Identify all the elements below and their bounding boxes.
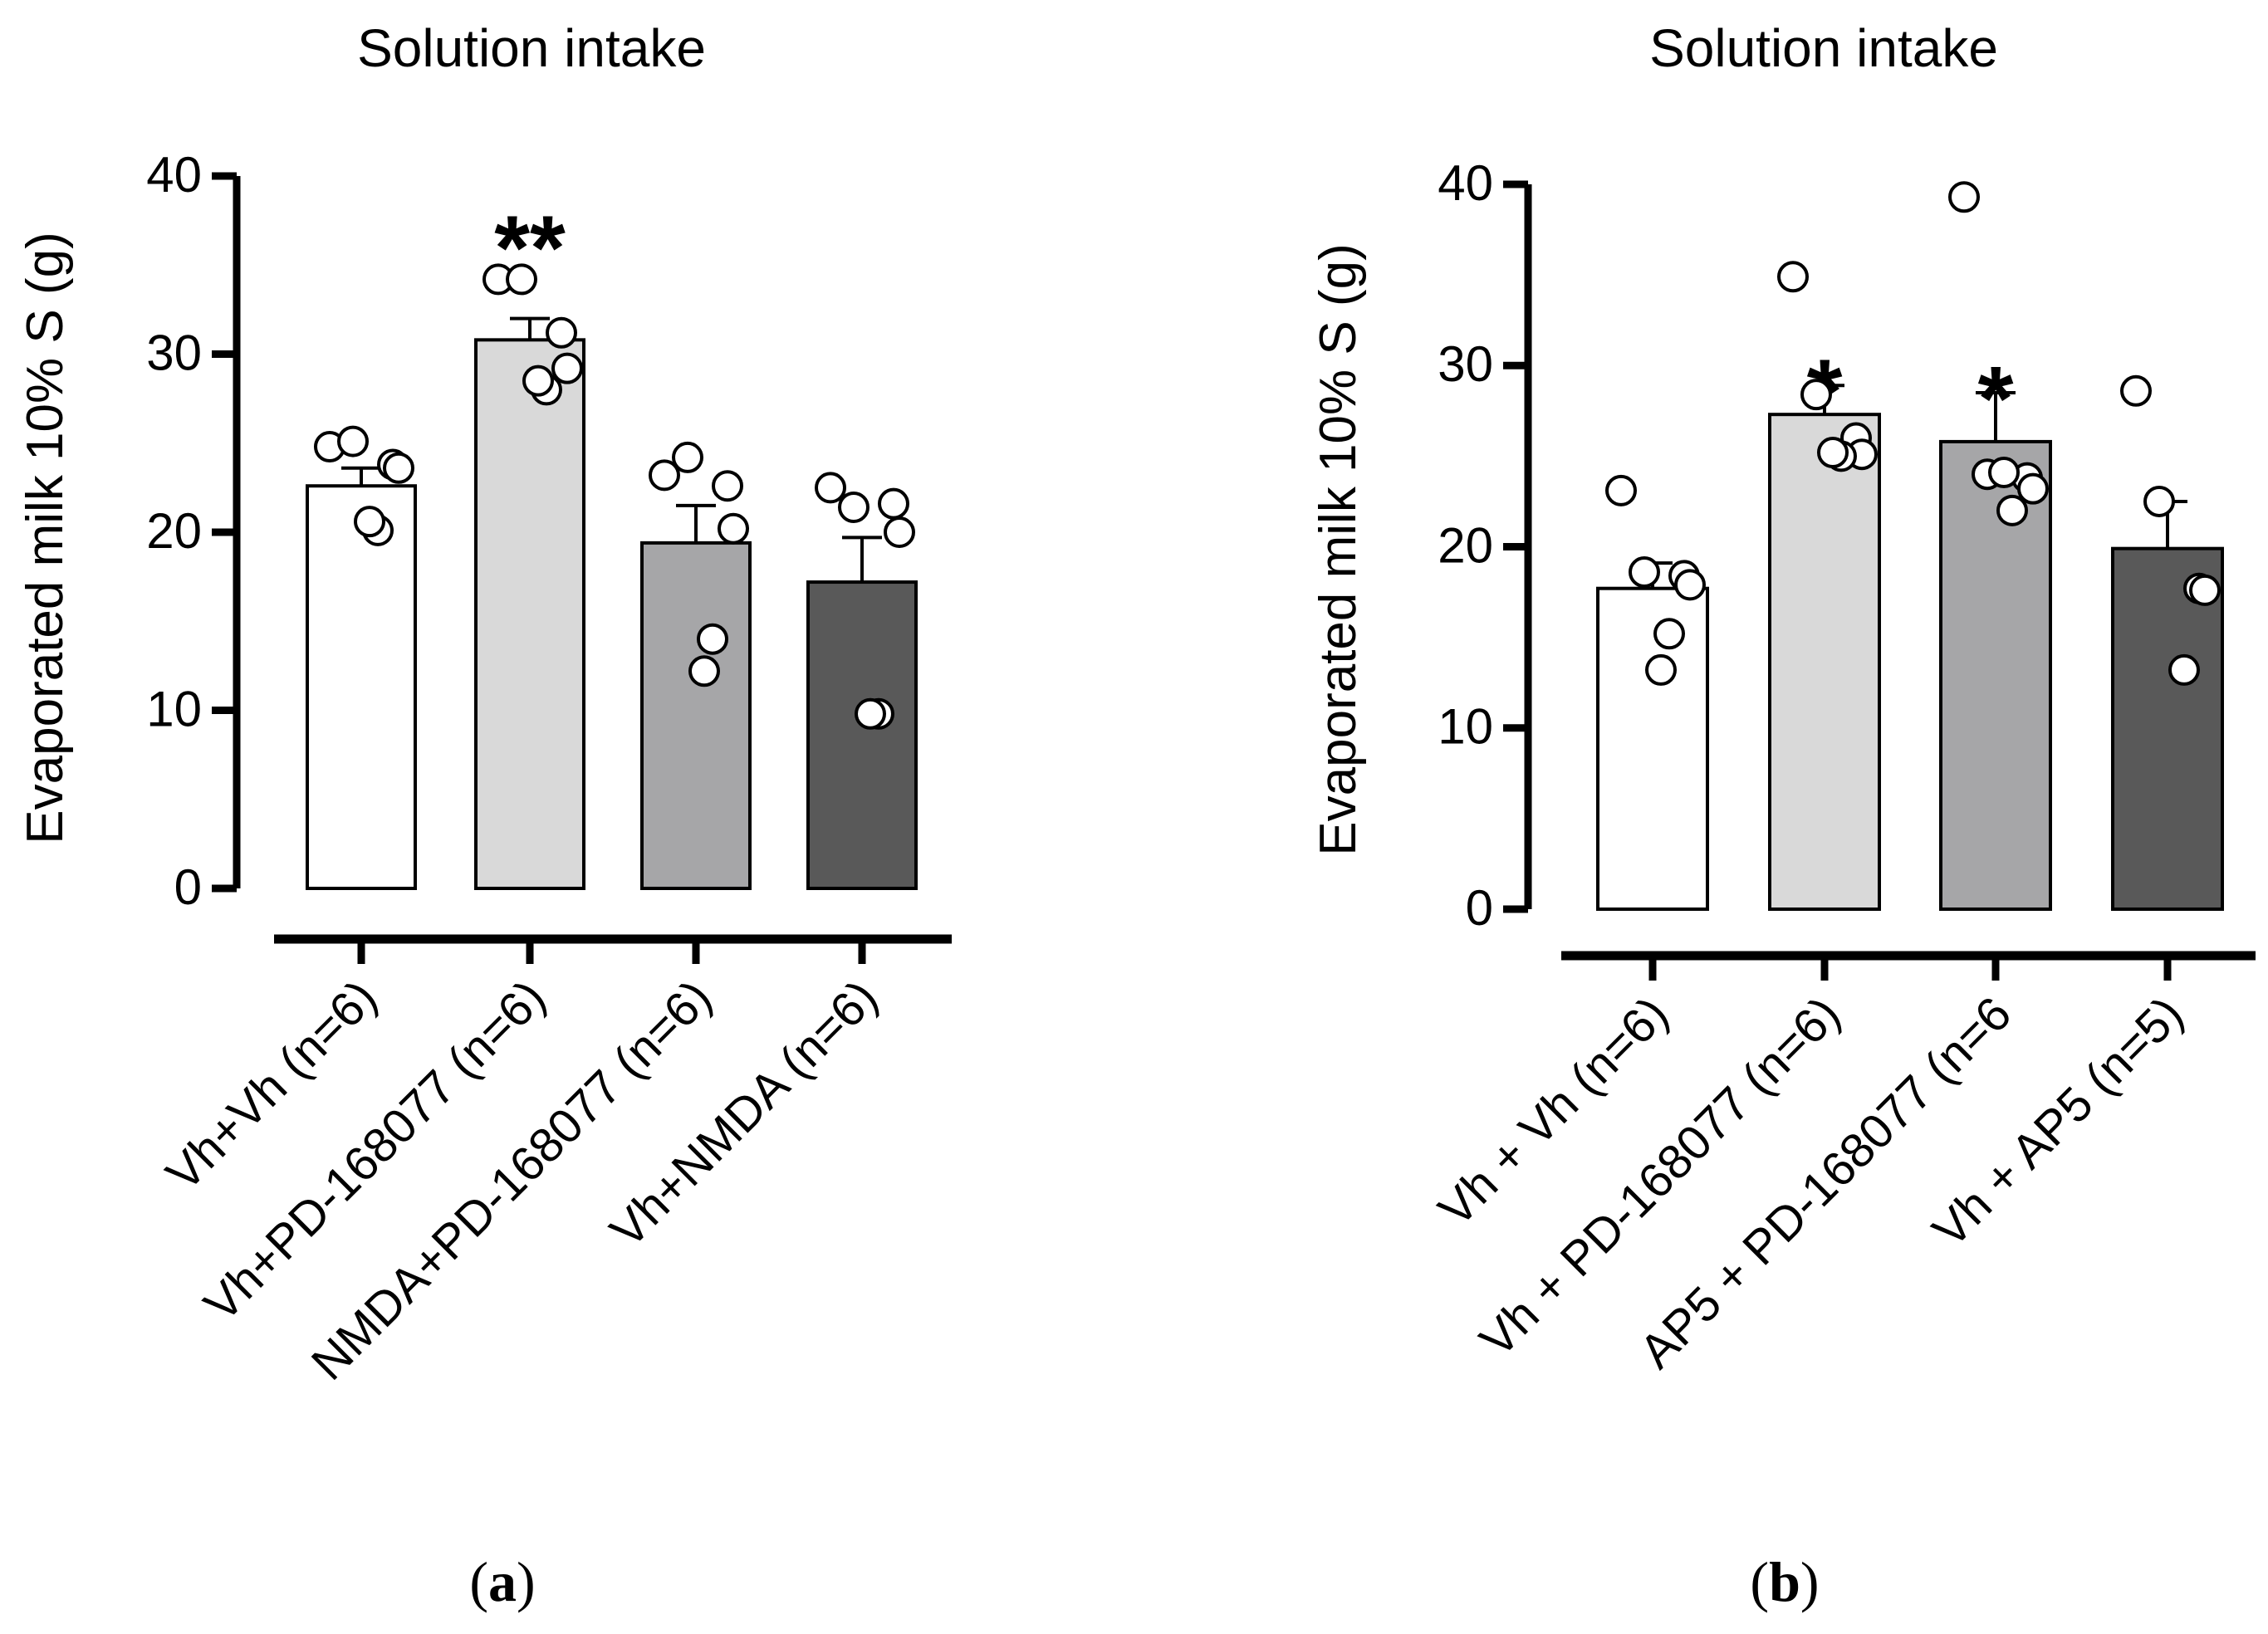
y-tick-label-20: 20 [146,503,202,559]
chart-title: Solution intake [357,18,706,78]
panel-letter: b [1769,1550,1800,1613]
plot-marks-b [1503,180,2224,981]
bar [306,484,417,890]
data-point [551,352,583,384]
bar [1939,439,2052,911]
data-point [1645,653,1677,686]
data-point [2017,472,2049,505]
y-tick-label-10: 10 [146,681,202,736]
data-point [815,472,846,504]
y-tick-label-30: 30 [146,325,202,380]
y-axis-label: Evaporated milk 10% S (g) [17,232,74,844]
data-point [2189,574,2221,606]
bar [640,541,752,890]
data-point [649,459,680,492]
plot-marks-a [212,172,918,964]
y-tick-label-10: 10 [1438,699,1493,755]
data-point [522,364,554,397]
data-point [1988,457,2020,489]
panel-letter: a [488,1550,517,1613]
data-point [354,506,385,538]
data-point [855,697,886,730]
panel-a: Solution intake Evaporated milk 10% S (g… [17,18,952,1613]
data-point [2143,485,2175,517]
data-point [672,441,703,473]
panel-label: (b) [1750,1550,1819,1613]
bar [474,338,585,890]
data-point [884,516,915,548]
y-tick-label-0: 0 [174,859,202,915]
data-point [2168,653,2200,686]
y-tick-label-40: 40 [146,147,202,203]
data-point [1605,474,1637,506]
y-tick-label-0: 0 [1466,880,1493,936]
data-point [1674,569,1706,601]
data-point [1629,556,1660,589]
panel-label: (a) [469,1550,535,1613]
data-point [337,425,369,457]
data-point [546,316,577,349]
data-point [1653,618,1685,650]
data-point [2120,374,2152,407]
panel-b: Solution intake Evaporated milk 10% S (g… [1310,18,2256,1613]
y-tick-label-20: 20 [1438,517,1493,573]
data-point [697,623,728,655]
bar [806,580,918,890]
data-point [878,487,909,520]
data-point [718,512,749,545]
data-point [1800,379,1832,411]
data-point [1996,494,2028,526]
data-point [688,655,720,687]
data-point [1777,261,1809,293]
data-point [712,470,743,502]
data-point [383,452,414,484]
x-category-label-2: Vh+PD-168077 (n=6) [193,970,556,1332]
data-point [506,263,537,296]
chart-title: Solution intake [1649,18,1998,78]
y-tick-label-40: 40 [1438,155,1493,211]
data-point [838,491,869,523]
bar [1768,413,1881,911]
y-tick-label-30: 30 [1438,336,1493,392]
data-point [1817,437,1849,469]
data-point [1948,181,1980,213]
bar [2111,546,2224,911]
bar [1596,586,1709,911]
y-axis-label: Evaporated milk 10% S (g) [1310,243,1367,855]
